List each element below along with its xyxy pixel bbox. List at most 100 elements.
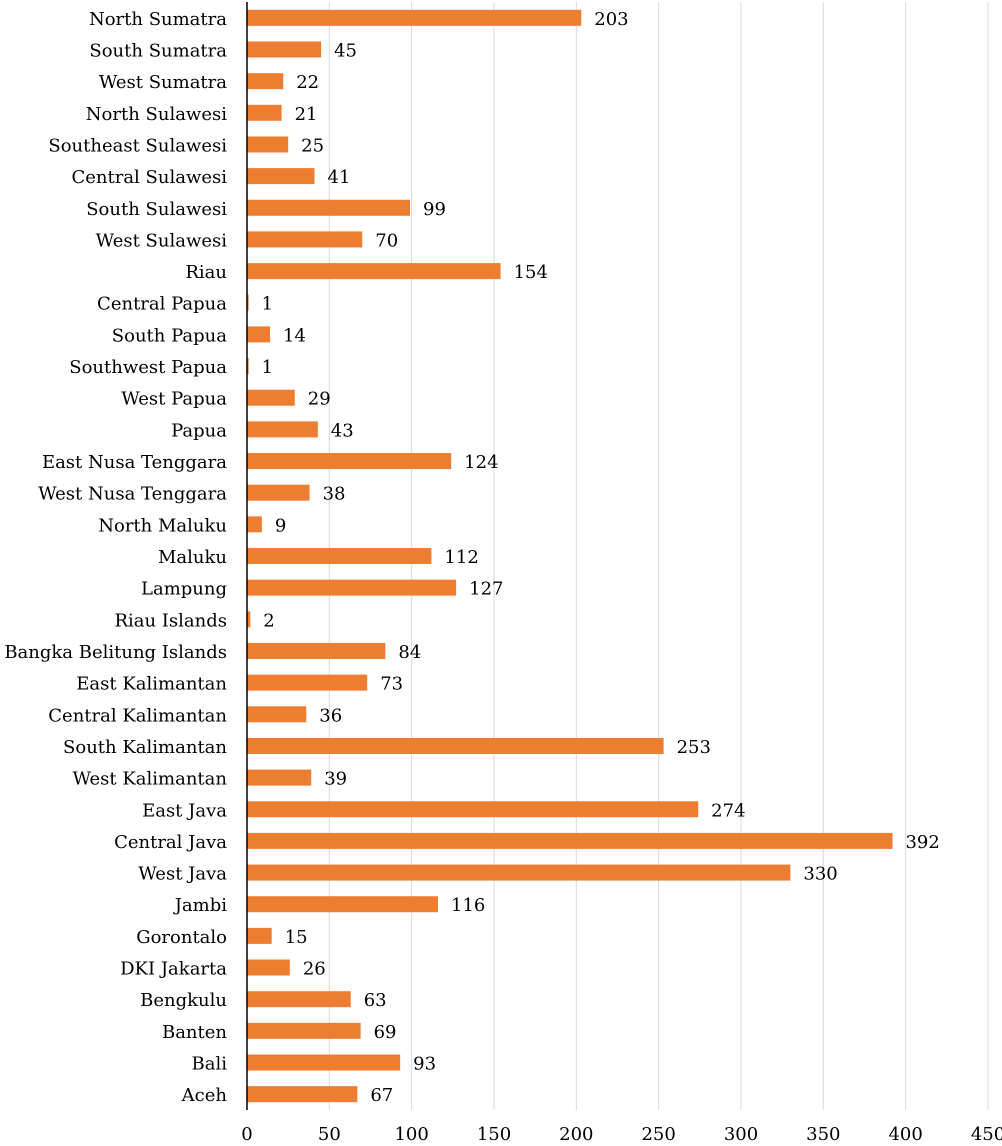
bar-west-sulawesi <box>247 231 363 248</box>
bar-southwest-papua <box>247 358 249 375</box>
category-label-central-java: Central Java <box>114 832 227 853</box>
category-label-south-papua: South Papua <box>112 325 227 346</box>
category-label-east-java: East Java <box>142 800 227 821</box>
category-label-bangka-belitung-islands: Bangka Belitung Islands <box>4 642 227 663</box>
x-axis-tick-labels: 0 50 100 150 200 250 300 350 400 450 <box>241 1124 1002 1145</box>
category-label-north-sulawesi: North Sulawesi <box>86 104 227 125</box>
category-label-west-java: West Java <box>138 864 227 885</box>
gridlines <box>328 2 989 1110</box>
value-label-central-java: 392 <box>905 832 939 853</box>
category-label-jambi: Jambi <box>173 895 228 916</box>
category-label-north-sumatra: North Sumatra <box>89 9 227 30</box>
bar-north-maluku <box>247 516 262 533</box>
bar-aceh <box>247 1086 358 1103</box>
bar-riau <box>247 263 501 280</box>
category-label-south-kalimantan: South Kalimantan <box>63 737 227 758</box>
bar-central-java <box>247 832 893 849</box>
value-label-west-papua: 29 <box>308 389 331 410</box>
value-label-banten: 69 <box>374 1022 397 1043</box>
value-label-riau-islands: 2 <box>263 610 274 631</box>
value-label-central-papua: 1 <box>262 294 273 315</box>
value-label-bengkulu: 63 <box>364 990 387 1011</box>
value-label-central-kalimantan: 36 <box>319 705 342 726</box>
x-tick-label-0: 0 <box>241 1124 252 1145</box>
category-label-west-sumatra: West Sumatra <box>99 72 227 93</box>
bar-bali <box>247 1054 401 1071</box>
bar-papua <box>247 421 318 438</box>
value-label-north-sulawesi: 21 <box>295 104 318 125</box>
bar-bangka-belitung-islands <box>247 642 386 659</box>
category-label-west-kalimantan: West Kalimantan <box>72 769 227 790</box>
bar-east-kalimantan <box>247 674 368 691</box>
bar-east-java <box>247 801 699 818</box>
value-label-lampung: 127 <box>469 579 503 600</box>
value-label-east-nusa-tenggara: 124 <box>464 452 498 473</box>
x-tick-label-450: 450 <box>971 1124 1002 1145</box>
value-label-south-sumatra: 45 <box>334 40 357 61</box>
bar-west-java <box>247 864 791 881</box>
value-label-north-maluku: 9 <box>275 515 286 536</box>
category-label-maluku: Maluku <box>158 547 227 568</box>
value-label-west-sumatra: 22 <box>296 72 319 93</box>
bar-west-nusa-tenggara <box>247 484 310 501</box>
value-label-north-sumatra: 203 <box>594 9 628 30</box>
value-label-east-kalimantan: 73 <box>380 674 403 695</box>
bar-east-nusa-tenggara <box>247 453 452 470</box>
category-label-riau: Riau <box>185 262 227 283</box>
category-labels: North Sumatra South Sumatra West Sumatra No… <box>4 9 227 1106</box>
value-label-gorontalo: 15 <box>285 927 308 948</box>
value-label-west-kalimantan: 39 <box>324 769 347 790</box>
category-label-north-maluku: North Maluku <box>98 515 227 536</box>
bar-central-kalimantan <box>247 706 307 723</box>
bars <box>247 9 893 1103</box>
bar-west-papua <box>247 389 295 406</box>
category-label-aceh: Aceh <box>181 1085 228 1106</box>
category-label-southeast-sulawesi: Southeast Sulawesi <box>48 135 227 156</box>
x-tick-label-350: 350 <box>806 1124 840 1145</box>
value-label-east-java: 274 <box>711 800 745 821</box>
bar-central-papua <box>247 294 249 311</box>
value-label-bali: 93 <box>413 1054 436 1075</box>
value-label-west-sulawesi: 70 <box>375 230 398 251</box>
bar-bengkulu <box>247 991 351 1008</box>
bar-central-sulawesi <box>247 168 315 185</box>
bar-gorontalo <box>247 927 272 944</box>
value-label-south-kalimantan: 253 <box>677 737 711 758</box>
bar-north-sumatra <box>247 9 582 26</box>
bar-lampung <box>247 579 457 596</box>
x-tick-label-150: 150 <box>477 1124 511 1145</box>
value-label-jambi: 116 <box>451 895 485 916</box>
value-label-papua: 43 <box>331 420 354 441</box>
category-label-gorontalo: Gorontalo <box>136 927 227 948</box>
bar-south-sumatra <box>247 41 322 58</box>
category-label-east-kalimantan: East Kalimantan <box>76 674 227 695</box>
value-label-aceh: 67 <box>370 1085 393 1106</box>
bar-west-kalimantan <box>247 769 312 786</box>
bar-banten <box>247 1022 361 1039</box>
category-label-central-sulawesi: Central Sulawesi <box>71 167 227 188</box>
bar-north-sulawesi <box>247 104 282 121</box>
value-label-west-java: 330 <box>803 864 837 885</box>
x-tick-label-300: 300 <box>724 1124 758 1145</box>
value-label-south-sulawesi: 99 <box>423 199 446 220</box>
value-label-maluku: 112 <box>444 547 478 568</box>
category-label-south-sumatra: South Sumatra <box>89 40 227 61</box>
value-label-southwest-papua: 1 <box>262 357 273 378</box>
value-label-bangka-belitung-islands: 84 <box>398 642 421 663</box>
value-label-southeast-sulawesi: 25 <box>301 135 324 156</box>
category-label-central-papua: Central Papua <box>97 294 227 315</box>
bar-south-papua <box>247 326 271 343</box>
category-label-bali: Bali <box>192 1054 228 1075</box>
category-label-south-sulawesi: South Sulawesi <box>86 199 227 220</box>
category-label-papua: Papua <box>171 420 227 441</box>
value-label-south-papua: 14 <box>283 325 306 346</box>
bar-southeast-sulawesi <box>247 136 289 153</box>
category-label-riau-islands: Riau Islands <box>114 610 227 631</box>
category-label-west-papua: West Papua <box>121 389 227 410</box>
bar-west-sumatra <box>247 73 284 90</box>
x-tick-label-250: 250 <box>641 1124 675 1145</box>
x-tick-label-200: 200 <box>559 1124 593 1145</box>
x-tick-label-50: 50 <box>318 1124 341 1145</box>
